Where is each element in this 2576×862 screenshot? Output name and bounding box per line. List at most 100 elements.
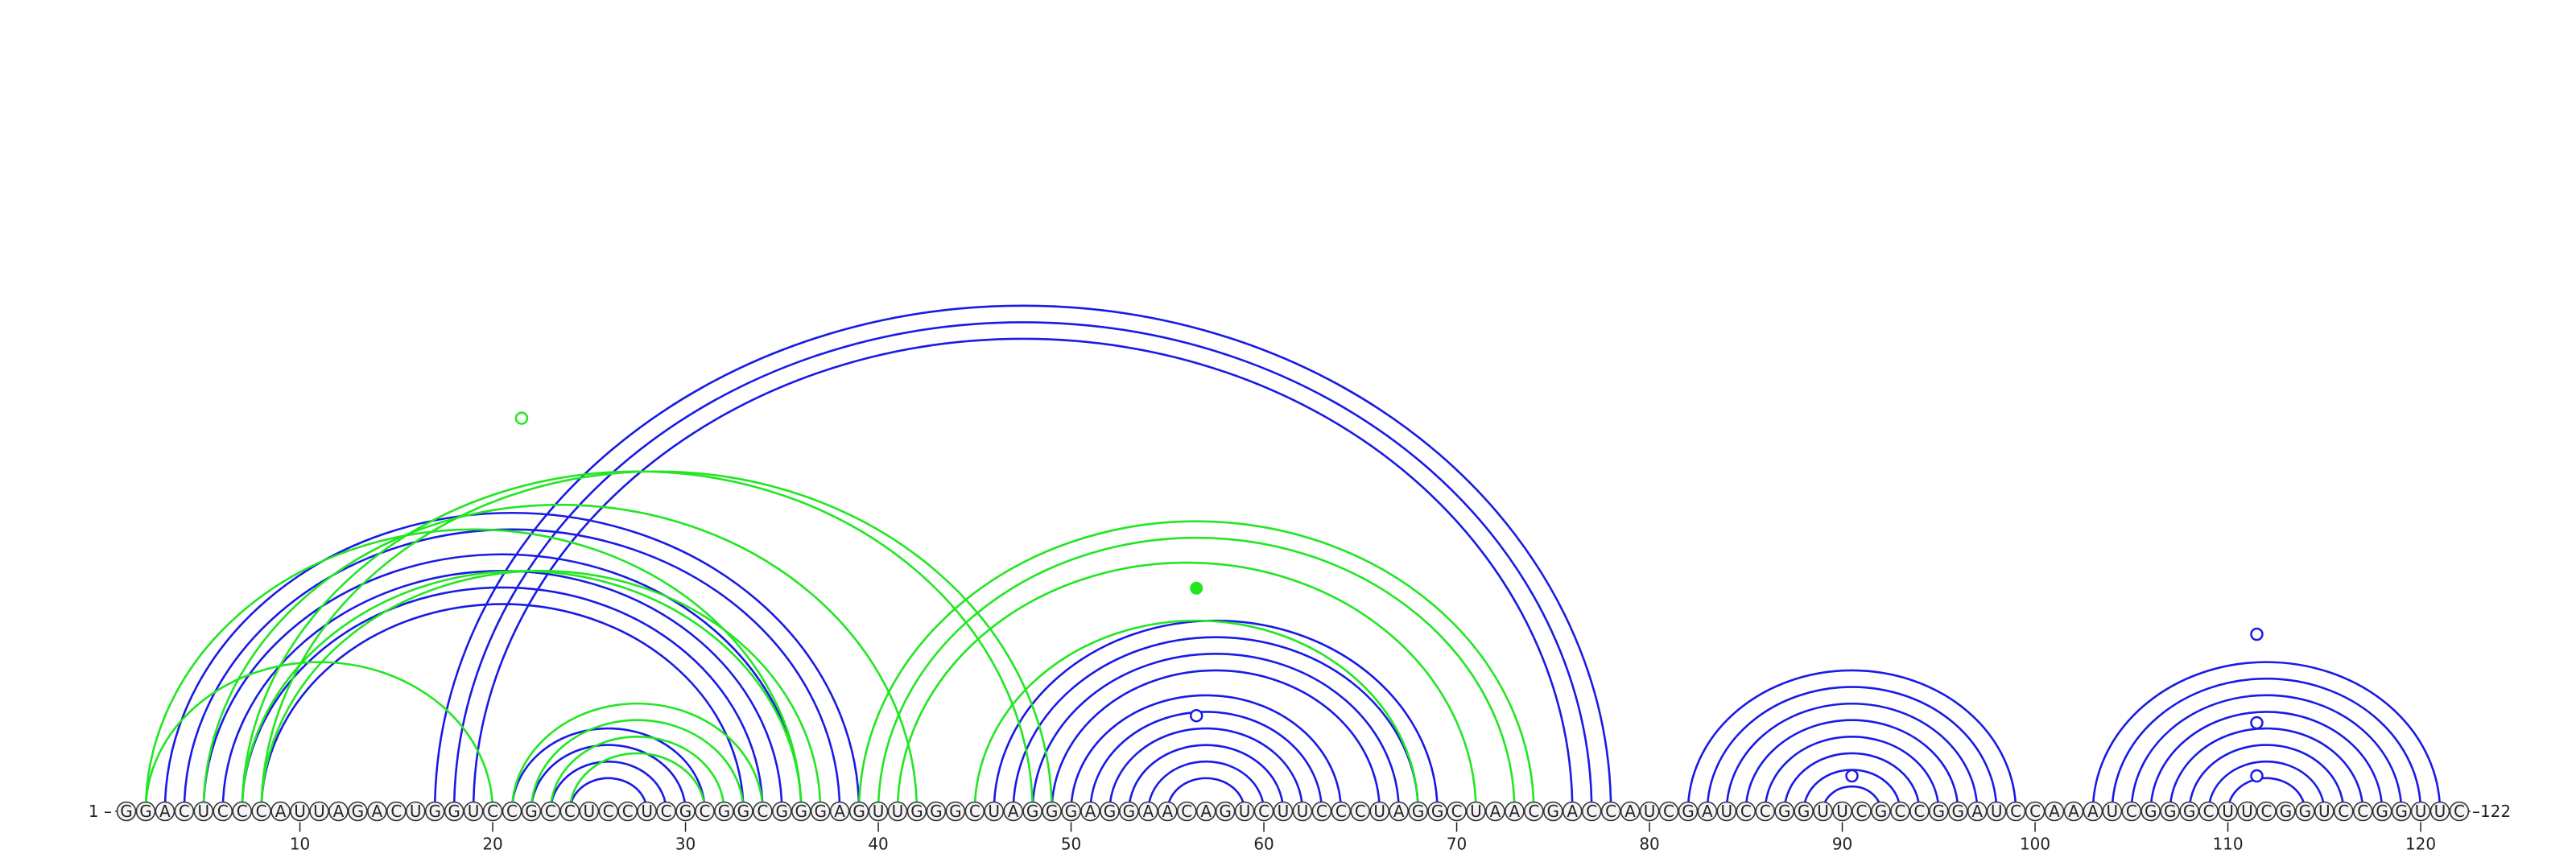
nucleotide-letter: U (294, 802, 306, 821)
nucleotide-circle (1581, 801, 1602, 822)
nucleotide-94: C (1909, 801, 1930, 822)
nucleotide-78: C (1600, 801, 1621, 822)
nucleotide-letter: U (873, 802, 885, 821)
open-marker-1 (1189, 708, 1203, 723)
blue-arc-48-67 (1031, 653, 1400, 812)
nucleotide-letter: U (1644, 802, 1656, 821)
nucleotide-113: G (2276, 801, 2296, 822)
nucleotide-letter: C (1586, 802, 1597, 821)
nucleotide-circle (1234, 801, 1255, 822)
nucleotide-48: G (1022, 801, 1042, 822)
nucleotide-11: U (309, 801, 329, 822)
green-arc-40-73 (877, 536, 1516, 812)
nucleotide-43: G (926, 801, 947, 822)
nucleotide-119: G (2391, 801, 2412, 822)
green-arc-8-49 (260, 470, 1053, 812)
nucleotide-letter: C (1913, 802, 1925, 821)
open-marker-2 (1845, 769, 1859, 783)
nucleotide-circle (675, 801, 696, 822)
nucleotide-circle (1678, 801, 1699, 822)
nucleotide-letter: G (2164, 802, 2177, 821)
tick-100: 100 (2020, 822, 2050, 854)
nucleotide-circle (348, 801, 368, 822)
nucleotide-13: G (348, 801, 368, 822)
nucleotide-1: G (116, 801, 137, 822)
green-arc-22-33 (530, 719, 745, 812)
nucleotide-111: U (2237, 801, 2257, 822)
blue-arc-104-120 (2111, 677, 2422, 812)
nucleotide-circle (2102, 801, 2123, 822)
nucleotide-circle (1543, 801, 1563, 822)
nucleotide-letter: U (1297, 802, 1309, 821)
nucleotide-34: C (753, 801, 773, 822)
blue-arc-85-96 (1744, 719, 1959, 812)
blue-arc-84-97 (1725, 702, 1979, 812)
nucleotide-53: G (1119, 801, 1139, 822)
nucleotide-114: G (2295, 801, 2315, 822)
nucleotide-letter: G (525, 802, 538, 821)
nucleotide-letter: C (1451, 802, 1463, 821)
blue-arc-47-68 (1012, 636, 1419, 812)
blue-arc-7-34 (241, 586, 764, 812)
nucleotide-letter: C (700, 802, 711, 821)
nucleotide-letter: A (2049, 802, 2060, 821)
nucleotide-73: A (1505, 801, 1525, 822)
nucleotide-letter: C (179, 802, 190, 821)
nucleotide-51: A (1080, 801, 1100, 822)
nucleotide-7: C (232, 801, 253, 822)
nucleotide-letter: G (1412, 802, 1425, 821)
nucleotide-circle (540, 801, 561, 822)
nucleotide-57: A (1195, 801, 1216, 822)
tick-label: 90 (1832, 835, 1852, 854)
filled-marker-0 (1190, 581, 1203, 595)
tick-20: 20 (482, 822, 503, 854)
nucleotide-27: C (617, 801, 638, 822)
nucleotide-circle (1967, 801, 1988, 822)
nucleotide-84: U (1716, 801, 1737, 822)
nucleotide-circle (270, 801, 291, 822)
nucleotide-letter: C (1760, 802, 1771, 821)
nucleotide-circle (1736, 801, 1757, 822)
nucleotide-circle (2044, 801, 2065, 822)
nucleotide-circle (309, 801, 329, 822)
nucleotide-circle (2140, 801, 2161, 822)
tick-120: 120 (2405, 822, 2436, 854)
nucleotide-letter: A (1567, 802, 1578, 821)
nucleotide-circle (1485, 801, 1505, 822)
nucleotide-39: G (848, 801, 869, 822)
nucleotide-circle (1447, 801, 1467, 822)
nucleotide-92: G (1871, 801, 1891, 822)
blue-arc-46-69 (993, 619, 1439, 812)
nucleotide-circle (328, 801, 349, 822)
nucleotide-54: A (1138, 801, 1158, 822)
nucleotide-letter: U (468, 802, 480, 821)
nucleotide-60: C (1253, 801, 1274, 822)
nucleotide-letter: C (661, 802, 672, 821)
nucleotide-letter: G (1952, 802, 1965, 821)
nucleotide-36: G (791, 801, 811, 822)
blue-arc-8-33 (260, 603, 745, 812)
nucleotide-circle (2218, 801, 2238, 822)
nucleotide-letter: G (2145, 802, 2157, 821)
nucleotide-letter: C (2010, 802, 2021, 821)
nucleotide-70: C (1447, 801, 1467, 822)
green-arc-2-20 (144, 661, 494, 812)
nucleotide-circle (771, 801, 792, 822)
nucleotide-letter: C (969, 802, 980, 821)
blue-arc-5-36 (202, 553, 803, 812)
tick-70: 70 (1447, 822, 1467, 854)
blue-arc-103-121 (2091, 661, 2442, 812)
nucleotide-circle (887, 801, 908, 822)
tick-label: 10 (290, 835, 310, 854)
nucleotide-letter: U (2434, 802, 2446, 821)
nucleotide-letter: C (2357, 802, 2368, 821)
nucleotide-letter: C (1663, 802, 1674, 821)
nucleotide-letter: G (1046, 802, 1059, 821)
tick-80: 80 (1639, 822, 1660, 854)
nucleotide-110: U (2218, 801, 2238, 822)
nucleotide-letter: G (814, 802, 827, 821)
tick-label: 80 (1639, 835, 1659, 854)
nucleotide-circle (1832, 801, 1852, 822)
nucleotide-circle (424, 801, 445, 822)
nucleotide-letter: U (1239, 802, 1251, 821)
